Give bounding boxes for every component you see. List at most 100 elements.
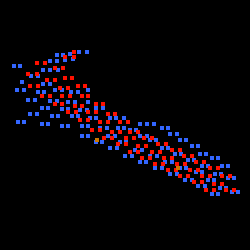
Point <box>138 134 142 138</box>
Point <box>66 110 70 114</box>
Point <box>63 55 67 59</box>
Point <box>94 110 98 114</box>
Point <box>220 174 224 178</box>
Point <box>200 180 204 184</box>
Point <box>204 188 208 192</box>
Point <box>116 126 120 130</box>
Point <box>73 100 77 104</box>
Point <box>220 182 224 186</box>
Point <box>166 168 170 172</box>
Point <box>76 114 80 118</box>
Point <box>71 57 75 61</box>
Point <box>78 108 82 112</box>
Point <box>140 148 144 152</box>
Point <box>216 166 220 170</box>
Point <box>56 68 60 72</box>
Point <box>184 166 188 170</box>
Point <box>206 164 210 168</box>
Point <box>55 53 59 57</box>
Point <box>28 84 32 88</box>
Point <box>160 146 164 150</box>
Point <box>236 190 240 194</box>
Point <box>80 104 84 108</box>
Point <box>113 134 117 138</box>
Point <box>36 74 40 78</box>
Point <box>206 178 210 182</box>
Point <box>86 94 90 98</box>
Point <box>53 102 57 106</box>
Point <box>192 180 196 184</box>
Point <box>40 122 44 126</box>
Point <box>196 144 200 148</box>
Point <box>168 132 172 136</box>
Point <box>178 138 182 142</box>
Point <box>60 88 64 92</box>
Point <box>78 118 82 122</box>
Point <box>69 90 73 94</box>
Point <box>55 99 59 103</box>
Point <box>53 78 57 82</box>
Point <box>153 162 157 166</box>
Point <box>76 84 80 88</box>
Point <box>124 140 128 144</box>
Point <box>53 66 57 70</box>
Point <box>128 128 132 132</box>
Point <box>208 166 212 170</box>
Point <box>60 124 64 128</box>
Point <box>98 120 102 124</box>
Point <box>232 176 236 180</box>
Point <box>85 108 89 112</box>
Point <box>136 130 140 134</box>
Point <box>86 134 90 138</box>
Point <box>166 146 170 150</box>
Point <box>144 160 148 164</box>
Point <box>175 132 179 136</box>
Point <box>156 142 160 146</box>
Point <box>15 88 19 92</box>
Point <box>224 188 228 192</box>
Point <box>216 192 220 196</box>
Point <box>80 134 84 138</box>
Point <box>128 130 132 134</box>
Point <box>72 55 76 59</box>
Point <box>150 136 154 140</box>
Point <box>60 107 64 111</box>
Point <box>106 112 110 116</box>
Point <box>110 136 114 140</box>
Point <box>166 126 170 130</box>
Point <box>136 144 140 148</box>
Point <box>230 190 234 194</box>
Point <box>178 166 182 170</box>
Point <box>154 138 158 142</box>
Point <box>152 122 156 126</box>
Point <box>58 86 62 90</box>
Point <box>12 64 16 68</box>
Point <box>63 58 67 62</box>
Point <box>48 59 52 63</box>
Point <box>212 188 216 192</box>
Point <box>26 98 30 102</box>
Point <box>130 154 134 158</box>
Point <box>28 112 32 116</box>
Point <box>70 76 74 80</box>
Point <box>94 106 98 110</box>
Point <box>183 178 187 182</box>
Point <box>188 168 192 172</box>
Point <box>138 160 142 164</box>
Point <box>203 184 207 188</box>
Point <box>63 76 67 80</box>
Point <box>176 166 180 170</box>
Point <box>94 140 98 144</box>
Point <box>108 116 112 120</box>
Point <box>98 128 102 132</box>
Point <box>35 61 39 65</box>
Point <box>66 107 70 111</box>
Point <box>208 174 212 178</box>
Point <box>179 152 183 156</box>
Point <box>41 68 45 72</box>
Point <box>106 134 110 138</box>
Point <box>118 120 122 124</box>
Point <box>145 134 149 138</box>
Point <box>66 124 70 128</box>
Point <box>16 120 20 124</box>
